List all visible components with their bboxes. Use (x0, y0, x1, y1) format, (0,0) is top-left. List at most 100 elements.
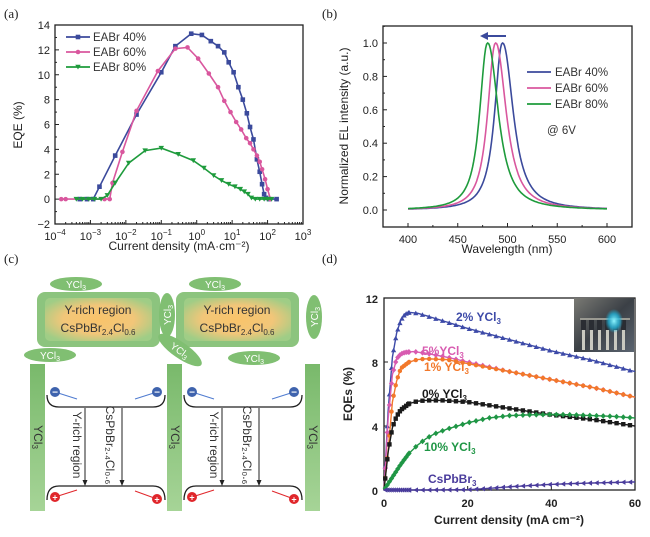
chart-a-point (251, 137, 256, 142)
chart-d-point (447, 398, 452, 404)
domain-label-y-rich: Y-rich region (65, 303, 132, 317)
ycl3-bar-left (30, 364, 45, 511)
ycl3-ellipse (228, 351, 280, 365)
chart-a-xtick-label: 10−3 (80, 228, 102, 243)
chart-d-point (620, 414, 626, 420)
chart-d-point (600, 413, 606, 419)
chart-d-ytick-label: 12 (366, 294, 378, 306)
chart-a-ytick-label: 10 (38, 70, 50, 82)
chart-d-point (486, 415, 493, 421)
chart-d-point (389, 430, 394, 435)
hole-icon (187, 492, 197, 502)
chart-a-point (259, 166, 265, 172)
chart-d-point (406, 359, 412, 365)
chart-d-point (587, 480, 593, 486)
chart-d-point (467, 400, 472, 405)
chart-d-series-5 (382, 479, 635, 493)
inset-photo-pin (590, 330, 593, 350)
chart-d-point (391, 422, 396, 427)
hole-icon (289, 494, 299, 504)
chart-d-point (547, 481, 552, 488)
chart-a-point (254, 157, 260, 162)
chart-d-point (446, 320, 452, 325)
chart-d-point (567, 352, 573, 358)
inset-device-photo (574, 298, 634, 352)
chart-a-series-2 (73, 145, 275, 202)
legend-label: EABr 40% (93, 32, 146, 44)
chart-d-point (513, 407, 519, 412)
chart-a-point (112, 153, 118, 158)
chart-a-point (221, 98, 227, 104)
chart-a-ytick-label: 8 (44, 95, 50, 107)
chart-b-xlabel: Wavelength (nm) (462, 242, 553, 256)
chart-d-point (560, 351, 566, 356)
chart-d-series-4 (382, 411, 636, 491)
chart-b-legend-item: EABr 40% (527, 67, 608, 79)
chart-a-point (274, 196, 279, 202)
chart-d-point (594, 417, 599, 423)
chart-d-point (453, 423, 459, 430)
chart-d-point (527, 409, 532, 414)
chart-d-point (580, 416, 586, 421)
ycl3-label: YCl3 (244, 354, 264, 366)
chart-d-point (433, 430, 439, 437)
chart-d-point (527, 482, 532, 489)
electron-sign: − (52, 388, 58, 399)
chart-a-point (240, 97, 246, 102)
inset-photo-pixel (589, 320, 594, 330)
chart-a-ytick-label: −2 (37, 219, 50, 231)
chart-d-point (395, 326, 401, 332)
chart-d-point (493, 333, 499, 339)
valence-band (46, 485, 166, 501)
ycl3-ellipse (50, 277, 102, 291)
chart-d-series-label: 5%YCl3 (422, 344, 464, 360)
ycl3-particle: YCl3 (159, 293, 175, 337)
chart-d-point (433, 398, 439, 403)
chart-a-ytick-label: 12 (38, 45, 50, 57)
inset-photo-pin (622, 330, 625, 350)
chart-d-point (440, 357, 445, 362)
chart-d-point (580, 412, 586, 419)
panel-label-b: (b) (322, 6, 337, 21)
chart-d-point (567, 481, 572, 487)
electron-icon (50, 387, 60, 397)
chart-d-point (389, 409, 394, 414)
chart-d-point (540, 375, 546, 381)
chart-d-point (397, 368, 403, 374)
legend-marker (75, 49, 81, 55)
chart-a-point (120, 149, 125, 155)
chart-d-point (388, 380, 395, 387)
chart-a-point (201, 165, 207, 171)
electron-icon (289, 387, 299, 397)
chart-d-point (426, 398, 432, 403)
blue-shift-arrow (480, 32, 506, 40)
chart-d-series-label: 0% YCl3 (422, 387, 467, 403)
hole-sign: + (52, 493, 57, 503)
recombination-arrow-head (219, 480, 225, 486)
chart-d-point (513, 370, 519, 376)
chart-d-point (553, 411, 559, 418)
chart-d-point (453, 322, 459, 328)
chart-d-point (413, 357, 418, 363)
ycl3-bar-right (305, 364, 320, 511)
chart-d-point (460, 360, 465, 365)
chart-d-point (507, 406, 512, 411)
chart-d-point (533, 411, 539, 418)
chart-a-point (142, 148, 148, 154)
chart-a-point (232, 184, 238, 190)
chart-b-legend-item: EABr 60% (527, 83, 608, 95)
electron-icon (152, 387, 162, 397)
chart-d-point (393, 383, 398, 388)
valence-band (183, 485, 303, 501)
panel-label-a: (a) (4, 6, 18, 21)
chart-a-point (188, 31, 194, 37)
legend-marker (75, 34, 81, 40)
chart-b-ylabel: Normalized EL intensity (a.u.) (337, 48, 351, 205)
legend-label: EABr 40% (555, 67, 608, 79)
chart-d-point (433, 356, 439, 362)
ycl3-particle: YCl3 (189, 277, 241, 292)
chart-d-point (413, 487, 418, 493)
chart-d-point (480, 402, 485, 407)
chart-d-point (533, 482, 539, 488)
chart-d-point (480, 330, 486, 335)
